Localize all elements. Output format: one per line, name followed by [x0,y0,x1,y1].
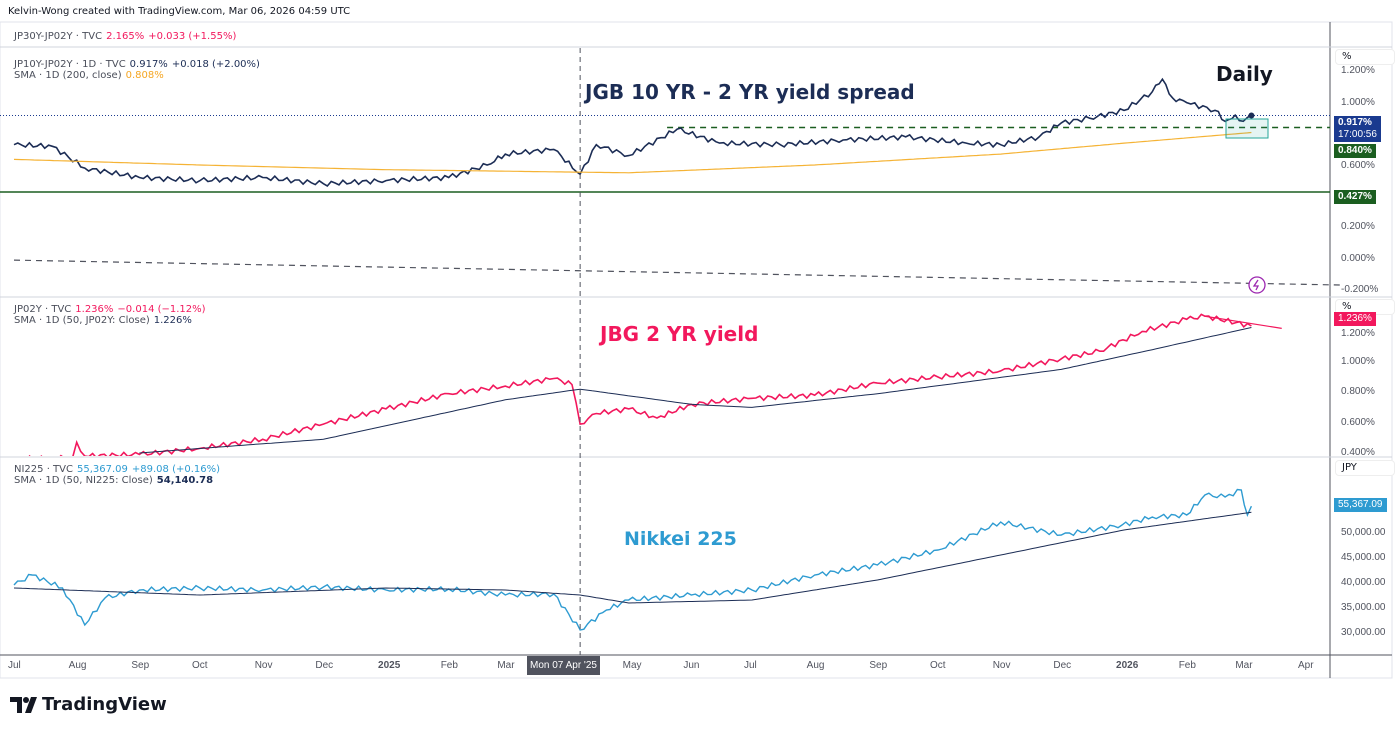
jp02y-line [28,313,1252,456]
nikkei-price-tag: 55,367.09 [1334,498,1387,512]
sma-label: SMA · 1D (50, JP02Y: Close) [14,315,150,326]
nikkei-line [13,488,1253,631]
y-tick-label: -0.200% [1341,283,1379,295]
time-tick-label: 2026 [1116,660,1139,671]
time-tick-label: Nov [254,660,273,671]
spread-line [13,77,1252,188]
legend-value: 2.165% [106,31,145,42]
trendline [13,259,1345,286]
time-tick-label: Nov [992,660,1011,671]
legend-jp30y[interactable]: JP30Y-JP02Y · TVC 2.165% +0.033 (+1.55%) [14,31,240,42]
level-tag-0427: 0.427% [1334,190,1376,204]
legend-spread[interactable]: JP10Y-JP02Y · 1D · TVC 0.917% +0.018 (+2.0… [14,59,264,81]
sma-value: 0.808% [125,70,164,81]
time-tick-label: Dec [315,660,334,671]
last-value: 0.917% [1338,117,1372,128]
y-tick-label: 0.200% [1341,221,1375,233]
legend-value: 1.236% [75,304,114,315]
y-tick-label: 1.200% [1341,328,1375,339]
legend-change: +0.018 (+2.00%) [171,59,260,70]
time-tick-label: Aug [68,660,87,671]
y-tick-label: 0.800% [1341,386,1375,398]
crosshair-date-label: Mon 07 Apr '25 [527,656,600,675]
time-tick-label: Mar [497,660,515,671]
time-tick-label: Feb [1178,660,1196,671]
level-tag-0840: 0.840% [1334,144,1376,158]
y-tick-label: 1.000% [1341,96,1375,108]
spread-annotation: JGB 10 YR - 2 YR yield spread [585,80,915,104]
jp02y-annotation: JBG 2 YR yield [600,322,759,346]
tradingview-logo-icon [10,696,37,713]
nikkei-annotation: Nikkei 225 [624,528,737,550]
sma200-line [13,131,1252,174]
legend-change: −0.014 (−1.12%) [117,304,206,315]
y-tick-label: 30,000.00 [1341,627,1386,638]
legend-symbol: NI225 · TVC [14,464,73,475]
sma50n-line [13,511,1252,604]
time-tick-label: Jul [8,660,21,671]
time-tick-label: Jun [683,660,700,671]
flash-icon[interactable] [1248,276,1266,294]
time-tick-label: Dec [1053,660,1072,671]
legend-nikkei[interactable]: NI225 · TVC 55,367.09 +89.08 (+0.16%) SMA ·… [14,464,224,486]
legend-change: +0.033 (+1.55%) [148,31,237,42]
y-tick-label: 35,000.00 [1341,602,1386,613]
time-tick-label: Apr [1298,660,1314,671]
y-tick-label: 0.000% [1341,252,1375,264]
time-tick-label: Mar [1235,660,1253,671]
legend-symbol: JP30Y-JP02Y · TVC [14,31,103,42]
sma-label: SMA · 1D (200, close) [14,70,122,81]
sma50-line [139,327,1252,454]
time-tick-label: May [622,660,642,671]
consolidation-box [1225,118,1269,139]
unit-spread[interactable]: % [1335,49,1395,65]
legend-symbol: JP02Y · TVC [14,304,72,315]
timeframe-annotation: Daily [1216,62,1273,86]
y-tick-label: 40,000.00 [1341,577,1386,588]
y-tick-label: 50,000.00 [1341,527,1386,538]
legend-change: +89.08 (+0.16%) [131,464,221,475]
flash-icon-bolt [1252,279,1260,291]
brand-name: TradingView [42,694,167,715]
unit-nikkei[interactable]: JPY [1335,460,1395,476]
y-tick-label: 0.600% [1341,416,1375,428]
legend-value: 0.917% [129,59,168,70]
jp02y-price-tag: 1.236% [1334,312,1376,326]
last-point-marker [1248,112,1255,119]
y-tick-label: 1.200% [1341,65,1375,77]
chart-frame [0,21,1393,679]
legend-jp02y[interactable]: JP02Y · TVC 1.236% −0.014 (−1.12%) SMA · 1D… [14,304,210,326]
sma-value: 1.226% [153,315,192,326]
time-tick-label: Sep [869,660,888,671]
last-price-tag: 0.917% 17:00:56 [1334,116,1381,142]
time-tick-label: Jul [743,660,757,671]
sma-value: 54,140.78 [156,475,214,486]
tradingview-logo[interactable]: TradingView [10,694,167,715]
time-tick-label: Sep [131,660,150,671]
y-tick-label: 1.000% [1341,355,1375,367]
time-tick-label: Oct [930,660,946,671]
legend-symbol: JP10Y-JP02Y · 1D · TVC [14,59,126,70]
chart-attribution: Kelvin-Wong created with TradingView.com… [8,6,351,17]
legend-value: 55,367.09 [76,464,128,475]
y-tick-label: 0.600% [1341,160,1375,171]
time-tick-label: Aug [806,660,825,671]
sma-label: SMA · 1D (50, NI225: Close) [14,475,153,486]
time-tick-label: 2025 [378,660,401,671]
y-tick-label: 0.400% [1341,446,1375,458]
countdown: 17:00:56 [1338,129,1377,140]
time-tick-label: Oct [192,660,208,671]
y-tick-label: 45,000.00 [1341,552,1386,563]
time-tick-label: Feb [440,660,458,671]
